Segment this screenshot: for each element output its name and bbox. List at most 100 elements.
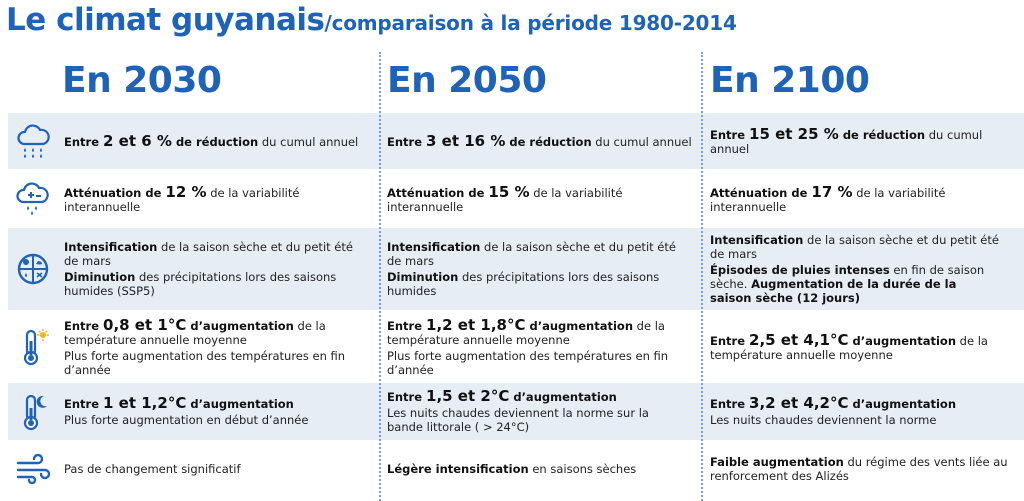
cell-text: du régime des vents liée au renforcement…: [710, 455, 1008, 483]
cell-paragraph: Entre 3,2 et 4,2°C d’augmentation: [710, 394, 1010, 412]
highlight-value: 1,5 et 2°C: [426, 387, 510, 405]
cell-text: Intensification: [387, 240, 481, 254]
cell-paragraph: Entre 1,5 et 2°C d’augmentation: [387, 387, 687, 405]
row-band-precipitation: [8, 113, 1024, 169]
cell-text: Entre: [710, 127, 750, 142]
cell-text: Diminution: [387, 270, 459, 284]
cell-text: Légère intensification: [387, 462, 529, 476]
cell-paragraph: Atténuation de 17 % de la variabilité in…: [710, 182, 1020, 214]
highlight-value: 2,5 et 4,1°C: [749, 330, 849, 349]
cell-paragraph: Légère intensification en saisons sèches: [387, 462, 687, 476]
cell-text: Augmentation de la durée de la saison sè…: [710, 277, 957, 305]
cell-temperature-2030: Entre 0,8 et 1°C d’augmentation de la te…: [64, 313, 359, 381]
cell-seasons-2050: Intensification de la saison sèche et du…: [387, 228, 677, 310]
cell-text: de la variabilité interannuelle: [64, 185, 300, 214]
cell-text: de réduction: [171, 134, 259, 149]
cell-text: Plus forte augmentation des températures…: [64, 348, 346, 377]
cell-text: de la température annuelle moyenne: [710, 333, 988, 362]
cell-text: d’augmentation: [848, 333, 957, 348]
cell-paragraph: Entre 1 et 1,2°C d’augmentation: [64, 394, 364, 412]
cell-wind-2100: Faible augmentation du régime des vents …: [710, 443, 1010, 495]
rain-cloud-icon: [8, 113, 58, 169]
cell-text: Épisodes de pluies intenses: [710, 263, 890, 277]
cell-text: Entre: [710, 397, 750, 411]
column-separator: [379, 52, 381, 501]
cell-paragraph: Plus forte augmentation des températures…: [64, 349, 359, 377]
cell-paragraph: Atténuation de 12 % de la variabilité in…: [64, 182, 372, 214]
cell-text: Entre: [64, 397, 104, 411]
cell-text: de la variabilité interannuelle: [387, 185, 623, 214]
cell-precipitation-2030: Entre 2 et 6 % de réduction du cumul ann…: [64, 113, 372, 169]
cell-paragraph: Faible augmentation du régime des vents …: [710, 455, 1010, 483]
cell-text: Pas de changement significatif: [64, 462, 241, 476]
cell-text: Intensification: [64, 240, 158, 254]
cell-seasons-2030: Intensification de la saison sèche et du…: [64, 228, 354, 310]
cell-text: des précipitations lors des saisons humi…: [387, 270, 660, 298]
thermometer-sun-icon: [8, 313, 58, 381]
highlight-value: 2 et 6 %: [103, 131, 172, 150]
cell-text: d’augmentation: [848, 397, 957, 411]
cell-text: Plus forte augmentation en début d’année: [64, 413, 309, 427]
cell-paragraph: Intensification de la saison sèche et du…: [64, 240, 354, 268]
cell-precipitation-2100: Entre 15 et 25 % de réduction du cumul a…: [710, 113, 1020, 169]
thermometer-moon-icon: [8, 383, 58, 440]
cell-text: Plus forte augmentation des températures…: [387, 348, 669, 377]
cell-temperature-2100: Entre 2,5 et 4,1°C d’augmentation de la …: [710, 313, 1005, 381]
cell-text: d’augmentation: [186, 318, 294, 333]
cell-paragraph: Entre 2,5 et 4,1°C d’augmentation de la …: [710, 330, 1005, 362]
cell-text: en saisons sèches: [528, 462, 637, 476]
highlight-value: 17 %: [811, 182, 853, 201]
cell-paragraph: Diminution des précipitations lors des s…: [64, 270, 354, 298]
highlight-value: 15 %: [488, 182, 530, 201]
page-title: Le climat guyanais/comparaison à la péri…: [6, 2, 737, 42]
cell-night-temperature-2100: Entre 3,2 et 4,2°C d’augmentation Les nui…: [710, 383, 1010, 440]
highlight-value: 3,2 et 4,2°C: [749, 394, 849, 412]
cell-paragraph: Entre 0,8 et 1°C d’augmentation de la te…: [64, 315, 359, 347]
highlight-value: 12 %: [165, 182, 207, 201]
variability-cloud-icon: [8, 173, 58, 225]
column-header-2030: En 2030: [62, 60, 222, 101]
cell-wind-2050: Légère intensification en saisons sèches: [387, 443, 687, 495]
cell-text: Les nuits chaudes deviennent la norme su…: [387, 406, 649, 434]
cell-paragraph: Les nuits chaudes deviennent la norme su…: [387, 406, 687, 434]
column-header-2100: En 2100: [710, 60, 870, 101]
cell-text: Diminution: [64, 270, 136, 284]
cell-text: Entre: [387, 390, 427, 404]
cell-text: d’augmentation: [186, 397, 294, 411]
column-separator: [701, 52, 703, 501]
cell-paragraph: Entre 3 et 16 % de réduction du cumul an…: [387, 131, 695, 150]
cell-paragraph: Atténuation de 15 % de la variabilité in…: [387, 182, 695, 214]
cell-paragraph: Plus forte augmentation des températures…: [387, 349, 682, 377]
cell-text: d’augmentation: [509, 390, 617, 404]
cell-text: Atténuation de: [710, 185, 812, 200]
cell-text: de la saison sèche et du petit été de ma…: [710, 233, 999, 261]
cell-paragraph: Diminution des précipitations lors des s…: [387, 270, 677, 298]
highlight-value: 15 et 25 %: [749, 124, 839, 143]
cell-text: Entre: [64, 134, 104, 149]
cell-paragraph: Entre 1,2 et 1,8°C d’augmentation de la …: [387, 317, 682, 347]
cell-paragraph: Intensification de la saison sèche et du…: [710, 233, 1000, 261]
cell-text: Intensification: [710, 233, 804, 247]
wind-icon: [8, 443, 58, 495]
row-band-night-temperature: [8, 383, 1024, 440]
highlight-value: 1 et 1,2°C: [103, 394, 187, 412]
cell-paragraph: Pas de changement significatif: [64, 462, 364, 476]
cell-text: Atténuation de: [387, 185, 489, 200]
cell-text: de la saison sèche et du petit été de ma…: [387, 240, 676, 268]
cell-variability-2100: Atténuation de 17 % de la variabilité in…: [710, 173, 1020, 225]
cell-paragraph: Les nuits chaudes deviennent la norme: [710, 413, 1010, 427]
column-header-2050: En 2050: [387, 60, 547, 101]
cell-paragraph: Plus forte augmentation en début d’année: [64, 413, 364, 427]
cell-text: de la température annuelle moyenne: [387, 318, 665, 347]
cell-text: Entre: [387, 318, 427, 333]
highlight-value: 0,8 et 1°C: [103, 315, 187, 334]
highlight-value: 3 et 16 %: [426, 131, 506, 150]
cell-text: Les nuits chaudes deviennent la norme: [710, 413, 937, 427]
title-main: Le climat guyanais: [6, 2, 325, 38]
cell-text: Entre: [710, 333, 750, 348]
cell-night-temperature-2030: Entre 1 et 1,2°C d’augmentation Plus fort…: [64, 383, 364, 440]
cell-text: du cumul annuel: [710, 127, 983, 156]
cell-paragraph: Entre 2 et 6 % de réduction du cumul ann…: [64, 131, 372, 150]
cell-variability-2030: Atténuation de 12 % de la variabilité in…: [64, 173, 372, 225]
cell-text: en fin de saison sèche.: [710, 263, 985, 291]
